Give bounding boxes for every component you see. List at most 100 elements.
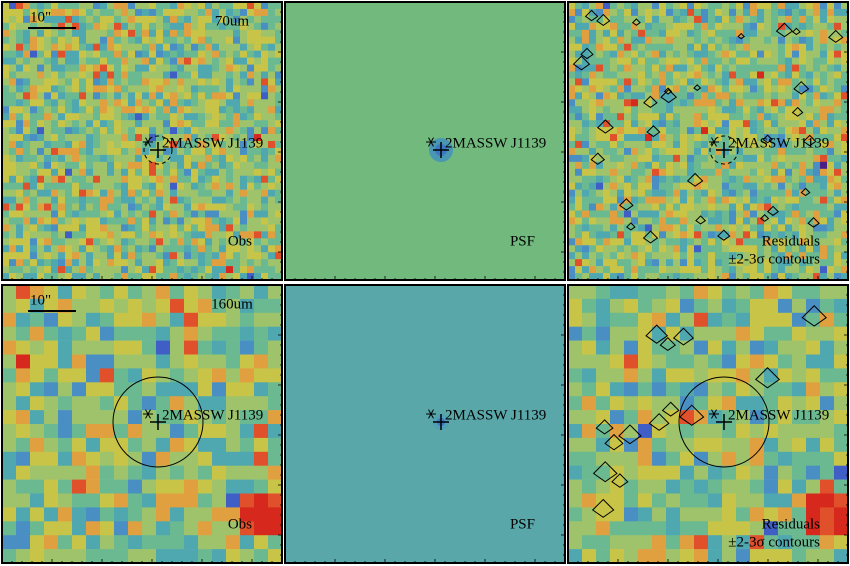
- pixel: [16, 8, 24, 17]
- pixel: [701, 15, 709, 24]
- pixel: [254, 182, 262, 190]
- pixel: [219, 161, 227, 170]
- pixel: [834, 535, 849, 550]
- pixel: [617, 64, 625, 72]
- pixel: [163, 154, 171, 163]
- pixel: [589, 78, 597, 86]
- pixel: [212, 120, 220, 128]
- pixel: [58, 368, 73, 383]
- pixel: [268, 78, 276, 86]
- pixel: [652, 549, 667, 564]
- pixel: [743, 245, 751, 253]
- scale-bar-label: 10": [30, 292, 51, 308]
- pixel: [219, 141, 227, 149]
- pixel: [254, 134, 262, 142]
- pixel: [65, 2, 73, 10]
- pixel: [778, 182, 786, 190]
- pixel: [610, 410, 625, 425]
- pixel: [673, 99, 681, 107]
- pixel: [72, 2, 80, 10]
- pixel: [100, 57, 108, 65]
- pixel: [694, 127, 702, 135]
- pixel: [86, 245, 94, 253]
- pixel: [624, 154, 632, 163]
- pixel: [764, 2, 772, 10]
- pixel: [100, 549, 115, 564]
- pixel: [240, 78, 248, 86]
- pixel: [764, 141, 772, 149]
- pixel: [764, 312, 779, 327]
- pixel: [205, 127, 213, 135]
- pixel: [219, 22, 227, 31]
- pixel: [93, 64, 101, 72]
- pixel: [799, 22, 807, 31]
- pixel: [107, 238, 115, 246]
- pixel: [219, 238, 227, 246]
- pixel: [708, 64, 716, 72]
- pixel: [771, 120, 779, 128]
- pixel: [2, 2, 10, 10]
- pixel: [170, 22, 178, 31]
- pixel: [79, 161, 87, 170]
- pixel: [177, 85, 185, 93]
- pixel: [135, 134, 143, 142]
- pixel: [100, 245, 108, 253]
- pixel: [16, 127, 24, 135]
- pixel: [58, 168, 66, 177]
- pixel: [23, 175, 31, 183]
- pixel: [30, 465, 45, 480]
- pixel: [65, 43, 73, 51]
- pixel: [226, 259, 234, 267]
- pixel: [708, 92, 716, 100]
- pixel: [568, 71, 576, 79]
- pixel: [729, 127, 737, 135]
- pixel: [58, 238, 66, 246]
- pixel: [568, 245, 576, 253]
- pixel: [729, 50, 737, 58]
- panel-label: PSF: [510, 516, 535, 532]
- pixel: [205, 182, 213, 190]
- pixel: [121, 78, 129, 86]
- pixel: [226, 168, 234, 177]
- pixel: [799, 175, 807, 183]
- pixel: [184, 259, 192, 267]
- pixel: [240, 22, 248, 31]
- pixel: [268, 29, 276, 38]
- pixel: [268, 22, 276, 31]
- pixel: [240, 189, 248, 197]
- pixel: [750, 259, 758, 267]
- pixel: [261, 147, 269, 156]
- pixel: [722, 465, 737, 480]
- pixel: [666, 36, 674, 44]
- pixel: [240, 196, 248, 204]
- pixel: [16, 382, 31, 397]
- pixel: [610, 507, 625, 522]
- pixel: [743, 161, 751, 170]
- pixel: [247, 22, 255, 31]
- pixel: [568, 231, 576, 239]
- pixel: [30, 382, 45, 397]
- pixel: [275, 217, 283, 225]
- pixel: [37, 182, 45, 190]
- pixel: [764, 493, 779, 508]
- pixel: [226, 273, 234, 281]
- pixel: [792, 437, 807, 453]
- pixel: [659, 113, 667, 121]
- pixel: [212, 8, 220, 17]
- pixel: [58, 210, 66, 218]
- pixel: [575, 238, 583, 246]
- pixel: [582, 298, 597, 314]
- pixel: [65, 36, 73, 44]
- pixel: [589, 196, 597, 204]
- pixel: [694, 465, 709, 480]
- pixel: [254, 266, 262, 274]
- pixel: [680, 437, 695, 453]
- pixel: [722, 175, 730, 183]
- pixel: [72, 15, 80, 24]
- pixel: [44, 368, 59, 383]
- pixel: [792, 64, 800, 72]
- pixel: [205, 85, 213, 93]
- pixel: [610, 535, 625, 550]
- pixel: [177, 231, 185, 239]
- pixel: [184, 8, 192, 17]
